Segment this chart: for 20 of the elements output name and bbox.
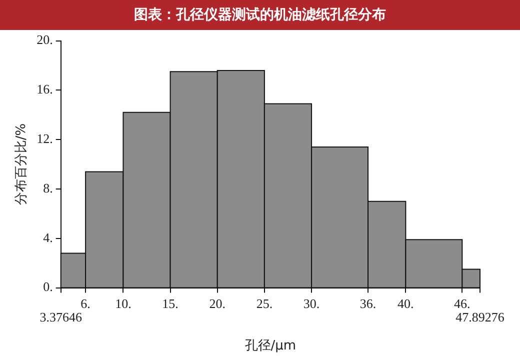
- y-tick-label: 16.: [36, 82, 53, 97]
- x-tick-label: 25.: [256, 296, 273, 312]
- x-tick-label: 30.: [303, 296, 320, 312]
- chart-title: 图表：孔径仪器测试的机油滤纸孔径分布: [0, 0, 520, 30]
- x-tick-label: 10.: [115, 296, 132, 312]
- annotation: 3.37646: [40, 310, 82, 325]
- y-tick-label: 0.: [43, 279, 53, 294]
- y-tick-label: 20.: [36, 32, 53, 48]
- x-axis-title: 孔径/μm: [244, 338, 296, 354]
- x-tick-label: 46.: [454, 296, 470, 312]
- x-tick-label: 40.: [398, 296, 414, 312]
- annotation: 47.89276: [456, 310, 505, 325]
- y-tick-label: 4.: [43, 230, 53, 245]
- x-tick-label: 6.: [80, 296, 90, 312]
- y-tick-label: 12.: [36, 131, 53, 146]
- x-tick-label: 36.: [360, 296, 376, 312]
- x-tick-label: 15.: [162, 296, 178, 312]
- y-axis-title: 分布百分比/%: [14, 123, 30, 206]
- y-tick-label: 8.: [43, 180, 53, 196]
- x-tick-label: 20.: [209, 296, 226, 312]
